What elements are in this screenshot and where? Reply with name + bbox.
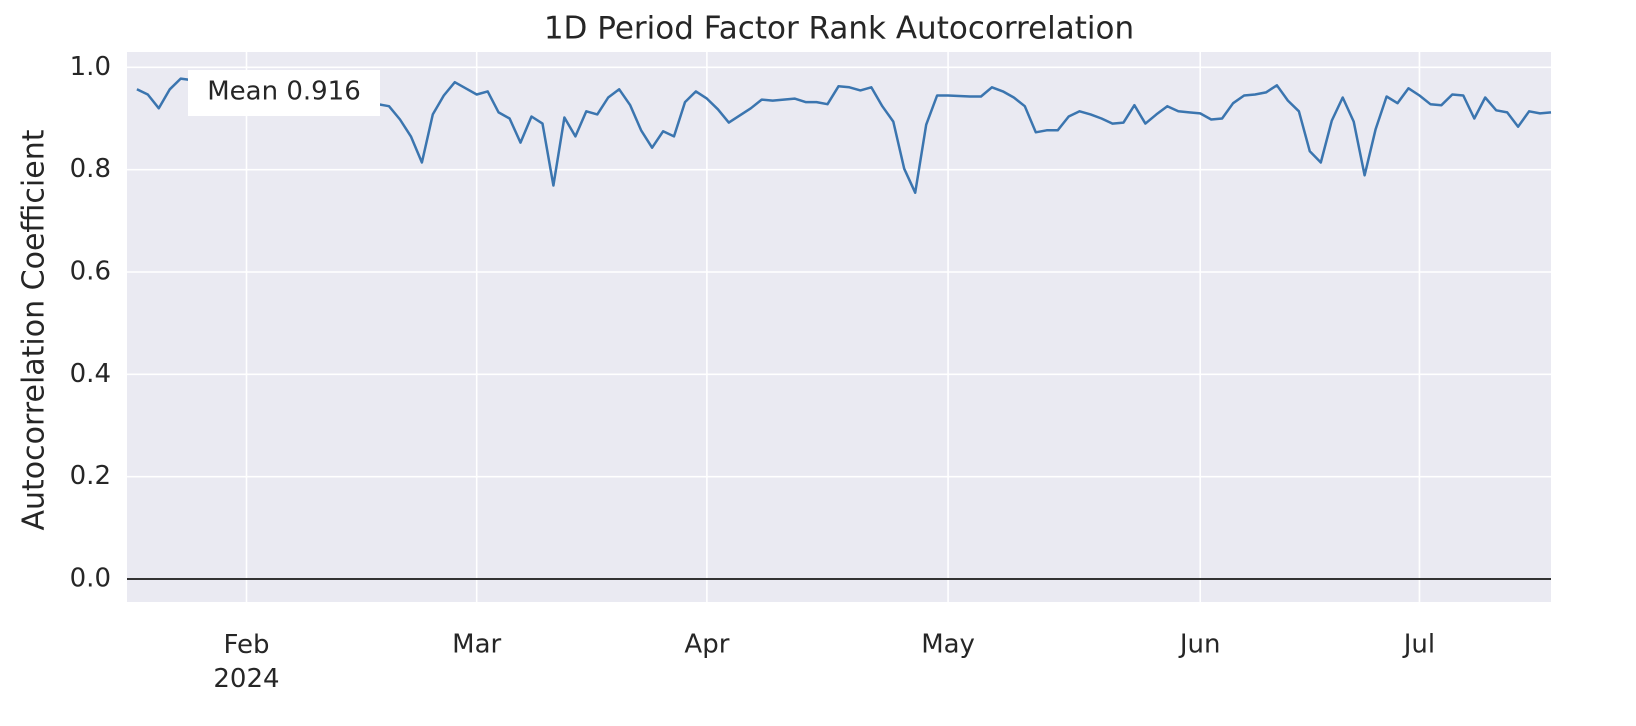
y-tick-label: 0.0 <box>70 563 111 593</box>
y-tick-label: 0.4 <box>70 359 111 389</box>
x-tick-label: Jun <box>1178 630 1221 660</box>
y-axis-label: Autocorrelation Coefficient <box>17 129 52 530</box>
plot-background <box>127 52 1551 602</box>
annotation: Mean 0.916 <box>188 70 380 116</box>
x-tick-label: Mar <box>452 630 501 660</box>
x-tick-label: Feb 2024 <box>213 630 279 694</box>
y-tick-label: 0.2 <box>70 461 111 491</box>
y-tick-label: 0.8 <box>70 154 111 184</box>
x-tick-label: Jul <box>1402 630 1435 660</box>
x-tick-label: Apr <box>684 630 729 660</box>
annotation-text: Mean 0.916 <box>207 77 361 107</box>
chart-title: 1D Period Factor Rank Autocorrelation <box>544 11 1134 47</box>
y-tick-label: 1.0 <box>70 52 111 82</box>
annotation-box <box>188 70 380 116</box>
y-tick-label: 0.6 <box>70 257 111 287</box>
x-tick-label: May <box>921 630 975 660</box>
